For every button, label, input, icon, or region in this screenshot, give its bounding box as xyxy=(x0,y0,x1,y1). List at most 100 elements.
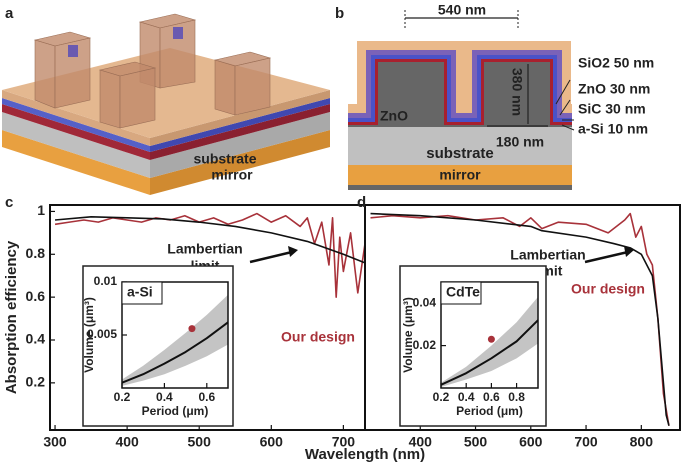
arrow-head xyxy=(288,246,298,257)
pillar-side xyxy=(99,69,121,129)
plot-frame xyxy=(440,281,539,389)
mirror-right xyxy=(150,130,330,195)
data-point xyxy=(487,335,495,343)
pillar-side xyxy=(34,39,56,109)
inset-title: a-Si xyxy=(127,284,153,300)
height-label: 380 nm xyxy=(509,68,525,116)
x-tick-label: 500 xyxy=(188,434,212,450)
inset-title-box xyxy=(440,281,482,305)
mirror-label: mirror xyxy=(439,167,481,183)
diagram-b: b 540 nm 380 nm 180 nm ZnO substrate mir… xyxy=(335,2,654,190)
pillar-side xyxy=(214,59,236,116)
mirror-label: mirror xyxy=(211,167,253,183)
diagram-a: a substrate mirror xyxy=(2,5,330,195)
data-line xyxy=(440,319,539,386)
layer-tan xyxy=(2,90,150,146)
x-tick-label: 0.6 xyxy=(198,390,215,404)
annotation: Lambertian xyxy=(167,241,242,257)
layer-label: SiC 30 nm xyxy=(578,101,646,117)
substrate-left xyxy=(2,112,150,178)
x-tick-label: 0.8 xyxy=(508,390,525,404)
layer-label: a-Si 10 nm xyxy=(578,121,648,137)
mirror-left xyxy=(2,130,150,195)
width-label: 180 nm xyxy=(496,134,544,150)
pillar-core xyxy=(68,45,78,57)
pillar-core xyxy=(173,27,183,39)
x-tick-label: 600 xyxy=(260,434,284,450)
inset-title-box xyxy=(121,281,163,305)
annotation: Our design xyxy=(281,329,355,345)
x-tick-label: 0.4 xyxy=(156,390,173,404)
data-point xyxy=(188,325,196,333)
confidence-band xyxy=(122,294,228,386)
x-tick-label: 800 xyxy=(630,434,654,450)
inset-title: CdTe xyxy=(446,284,480,300)
y-tick-label: 0.04 xyxy=(413,295,437,309)
y-tick-label: 0.8 xyxy=(26,245,46,261)
y-axis-label: Volume (μm³) xyxy=(82,297,96,373)
panel-label: a xyxy=(5,5,14,22)
x-tick-label: 400 xyxy=(115,434,139,450)
y-tick-label: 0.01 xyxy=(94,274,118,288)
pillar-front xyxy=(119,67,156,129)
leader-line xyxy=(555,79,571,105)
layer-label: ZnO 30 nm xyxy=(578,81,650,97)
pillar-front xyxy=(234,57,271,116)
layer-blue-r xyxy=(150,98,330,152)
layer-label: SiO2 50 nm xyxy=(578,55,654,71)
substrate-right xyxy=(150,112,330,178)
panel-label: c xyxy=(5,194,13,211)
layer-tan-r xyxy=(150,90,330,146)
x-axis-label: Period (μm) xyxy=(456,404,523,418)
leader-line xyxy=(561,124,575,131)
y-tick-label: 0.02 xyxy=(413,338,437,352)
annotation: Our design xyxy=(571,281,645,297)
data-line xyxy=(370,212,670,426)
x-tick-label: 700 xyxy=(332,434,356,450)
panel-label: d xyxy=(357,194,366,211)
y-tick-label: 0.2 xyxy=(26,374,46,390)
substrate-label: substrate xyxy=(193,151,256,167)
y-tick-label: 0.4 xyxy=(26,331,46,347)
y-axis-label: Volume (μm³) xyxy=(401,297,415,373)
layer-red-r xyxy=(150,104,330,160)
x-tick-label: 0.2 xyxy=(114,390,131,404)
confidence-band xyxy=(441,296,538,387)
x-tick-label: 700 xyxy=(574,434,598,450)
substrate-label: substrate xyxy=(426,145,494,162)
data-line xyxy=(121,321,229,384)
y-axis-label: Absorption efficiency xyxy=(3,240,20,394)
x-axis-label: Wavelength (nm) xyxy=(305,446,425,463)
annotation: Lambertian xyxy=(510,247,585,263)
leader-line xyxy=(559,99,571,116)
x-axis-label: Period (μm) xyxy=(142,404,209,418)
chart: 300 400 500 600 700 0.2 0.4 0.6 0.8 1 c Absorption … xyxy=(3,194,425,463)
arrow-head xyxy=(624,246,634,257)
x-tick-label: 0.6 xyxy=(483,390,500,404)
core-label: ZnO xyxy=(380,108,408,124)
panel-label: b xyxy=(335,5,344,22)
annotation-arrow xyxy=(584,250,629,264)
x-tick-label: 300 xyxy=(43,434,67,450)
period-label: 540 nm xyxy=(438,2,486,18)
x-tick-label: 400 xyxy=(409,434,433,450)
mirror xyxy=(348,165,572,185)
data-line xyxy=(54,215,366,264)
x-tick-label: 0.4 xyxy=(458,390,475,404)
substrate xyxy=(348,127,572,165)
pillar-front xyxy=(54,37,91,109)
data-line xyxy=(370,212,670,426)
plot-frame xyxy=(364,204,681,431)
data-line xyxy=(54,212,366,298)
y-tick-label: 1 xyxy=(37,202,45,218)
pillar-front xyxy=(159,19,196,89)
x-tick-label: 600 xyxy=(519,434,543,450)
x-tick-label: 500 xyxy=(464,434,488,450)
y-tick-label: 0.005 xyxy=(87,327,117,341)
y-tick-label: 0.6 xyxy=(26,288,46,304)
annotation-arrow xyxy=(249,250,293,264)
chart: 0.2 0.4 0.6 0.005 0.01 Volume (μm³) Period (μm… xyxy=(82,265,234,427)
layer-blue xyxy=(2,98,150,152)
layer-red xyxy=(2,104,150,160)
